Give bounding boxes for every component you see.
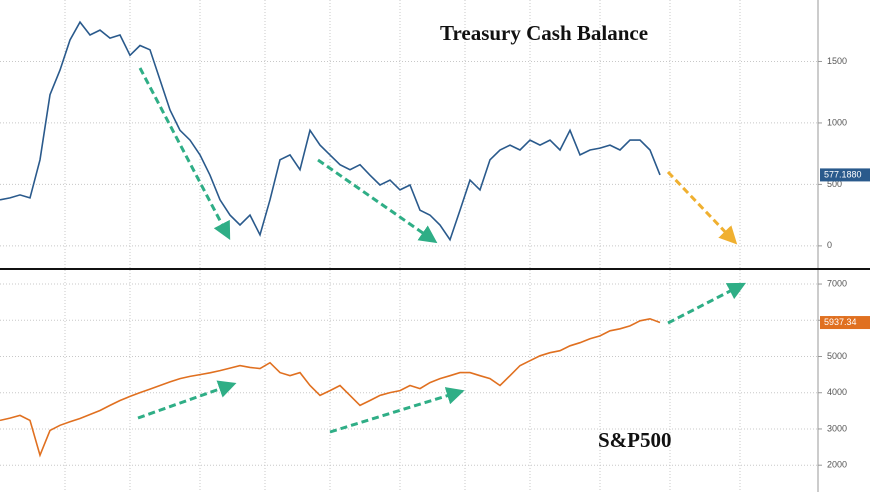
last-value-box (820, 316, 870, 330)
y-tick-label: 1000 (827, 117, 847, 127)
chart-title: Treasury Cash Balance (440, 21, 648, 45)
line-series (0, 317, 661, 458)
annotation-arrows (137, 67, 747, 434)
y-tick-label: 1500 (827, 56, 847, 66)
y-tick-label: 5000 (827, 351, 847, 361)
last-value-box (820, 168, 870, 182)
last-value-label: 577.1880 (824, 169, 862, 179)
y-tick-label: 3000 (827, 423, 847, 433)
arrow (666, 170, 738, 245)
arrow (137, 380, 237, 420)
y-tick-label: 4000 (827, 387, 847, 397)
arrow (138, 67, 231, 240)
chart-title: S&P500 (598, 428, 672, 452)
y-tick-label: 500 (827, 179, 842, 189)
line-series (0, 20, 661, 242)
y-tick-label: 0 (827, 240, 832, 250)
arrow (329, 387, 465, 434)
y-tick-label: 7000 (827, 278, 847, 288)
arrow (317, 158, 438, 244)
y-tick-label: 2000 (827, 460, 847, 470)
last-value-label: 5937.34 (824, 317, 857, 327)
arrow (667, 282, 747, 325)
